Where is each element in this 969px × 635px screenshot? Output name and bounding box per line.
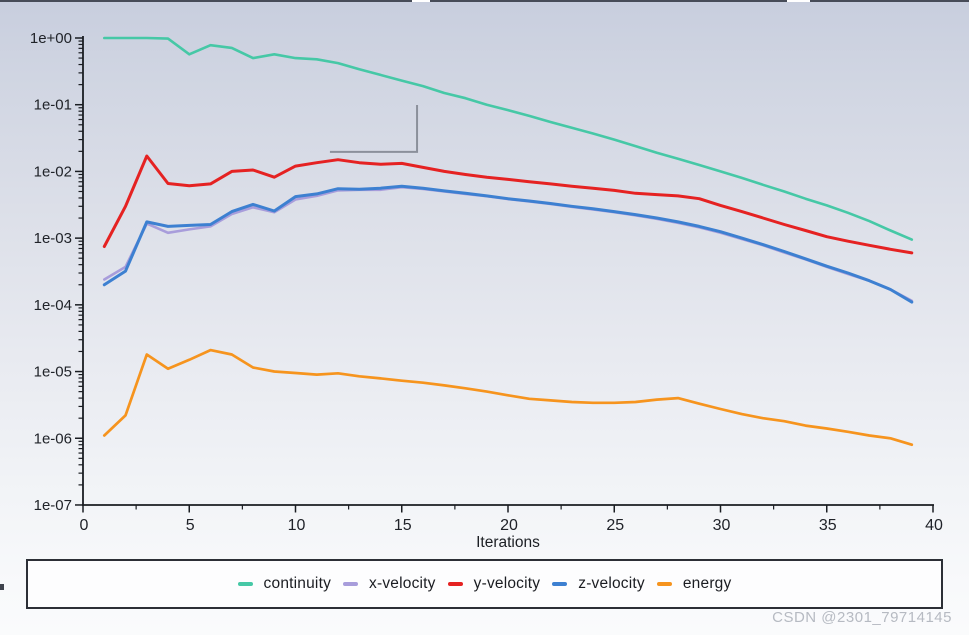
x-tick-label: 5 [186, 517, 195, 534]
x-tick-label: 15 [394, 517, 412, 534]
series-line-energy [102, 348, 914, 447]
window-top-edge [0, 0, 969, 2]
window-edge-artifact [0, 584, 4, 590]
y-tick-label: 1e-02 [34, 163, 72, 180]
x-tick-label: 30 [713, 517, 731, 534]
series-line-continuity [103, 36, 914, 241]
y-tick-label: 1e-06 [34, 430, 72, 447]
legend-label: continuity [263, 575, 332, 592]
y-tick-label: 1e-04 [34, 297, 72, 314]
legend-item-energy: energy [656, 575, 732, 593]
series-line-y-velocity [102, 154, 914, 255]
legend-item-continuity: continuity [237, 575, 332, 593]
x-tick-label: 25 [606, 517, 624, 534]
series-line-z-velocity [102, 184, 914, 304]
legend-swatch-energy-icon [656, 582, 672, 586]
legend-swatch-z-velocity-icon [552, 582, 568, 586]
window-top-edge-segment [430, 0, 787, 2]
series-line-x-velocity [103, 185, 914, 303]
legend-swatch-continuity-icon [237, 582, 253, 586]
y-tick-label: 1e-01 [34, 97, 72, 114]
legend-swatch-x-velocity-icon [343, 582, 359, 586]
legend-item-y-velocity: y-velocity [447, 575, 541, 593]
window-top-edge-segment [810, 0, 969, 2]
x-tick-label: 0 [80, 517, 89, 534]
y-tick-label: 1e-05 [34, 364, 72, 381]
window-top-edge-segment [0, 0, 412, 2]
y-tick-label: 1e-03 [34, 230, 72, 247]
legend-swatch-y-velocity-icon [447, 582, 463, 586]
residuals-chart-canvas: 1e+00 1e-01 1e-02 1e-03 1e-04 1e-05 1e-06 1e-07… [30, 30, 943, 551]
legend-item-x-velocity: x-velocity [343, 575, 436, 593]
watermark: CSDN @2301_79714145 [772, 609, 952, 626]
x-axis-title: Iterations [476, 534, 540, 551]
zoom-corner-mark [329, 105, 419, 153]
legend: continuity x-velocity y-velocity z-velocity… [26, 559, 943, 609]
legend-label: z-velocity [578, 575, 645, 592]
legend-label: y-velocity [473, 575, 541, 592]
y-tick-label: 1e-07 [34, 497, 72, 514]
legend-label: x-velocity [369, 575, 436, 592]
x-tick-label: 20 [500, 517, 518, 534]
x-tick-label: 40 [925, 517, 943, 534]
x-tick-label: 35 [819, 517, 837, 534]
y-tick-label: 1e+00 [30, 30, 72, 47]
legend-label: energy [682, 575, 732, 592]
legend-item-z-velocity: z-velocity [552, 575, 645, 593]
x-tick-label: 10 [288, 517, 306, 534]
